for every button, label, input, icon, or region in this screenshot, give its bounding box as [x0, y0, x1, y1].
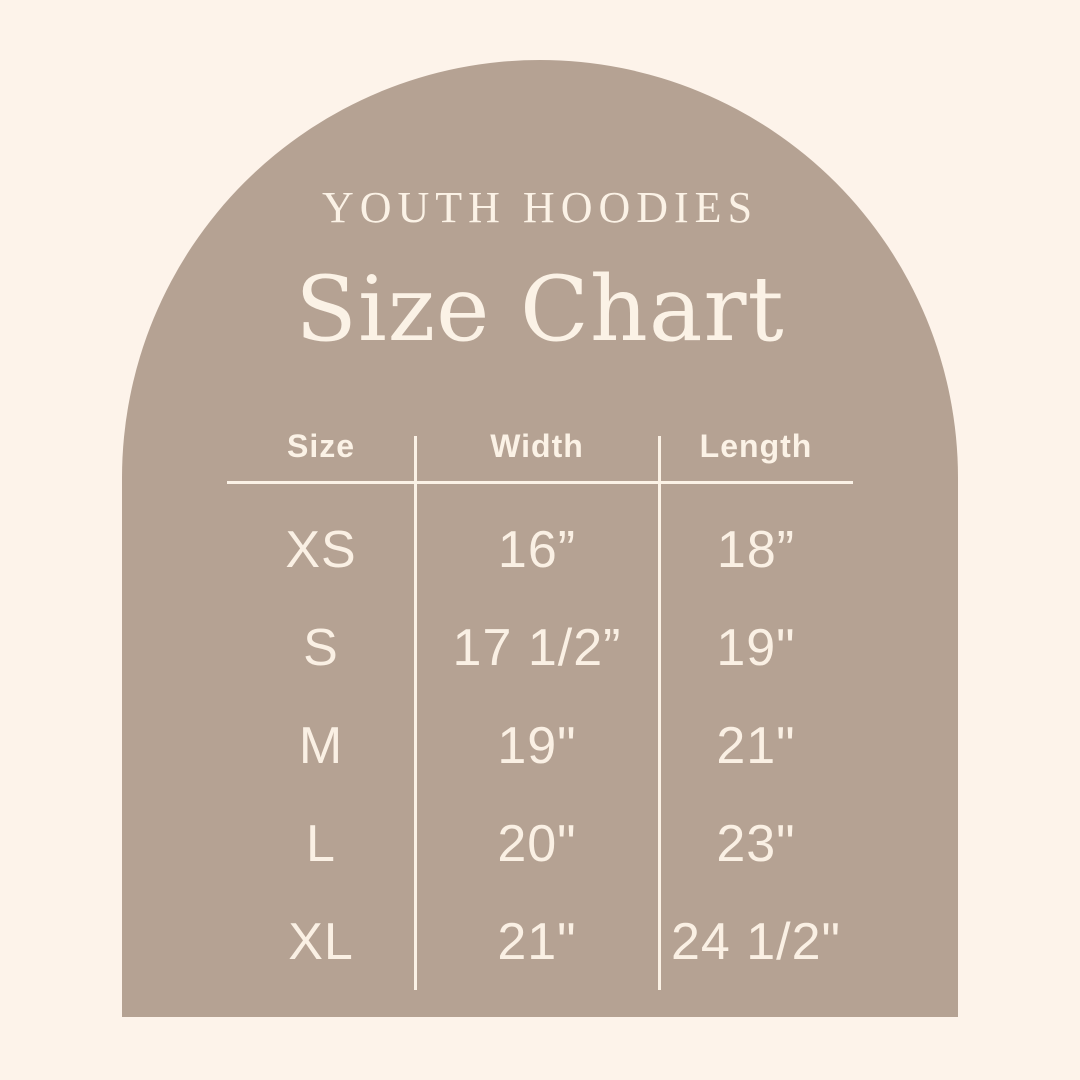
page-title: Size Chart [295, 257, 785, 362]
width-cell: 17 1/2” [452, 619, 622, 677]
table-header-row: Size Width Length [227, 428, 853, 464]
column-header-width: Width [490, 428, 584, 464]
table-row: XS 16” 18” [227, 501, 853, 599]
length-cell: 18” [716, 521, 796, 579]
table-row: S 17 1/2” 19" [227, 599, 853, 697]
length-cell: 21" [716, 717, 796, 775]
size-cell: L [306, 815, 336, 873]
eyebrow-title: YOUTH HOODIES [321, 183, 759, 232]
length-cell: 19" [716, 619, 796, 677]
table-row: M 19" 21" [227, 697, 853, 795]
column-header-length: Length [699, 428, 813, 464]
length-cell: 24 1/2" [670, 913, 842, 971]
size-cell: XL [288, 913, 354, 971]
table-row: L 20" 23" [227, 795, 853, 893]
column-divider-line-1 [414, 436, 417, 990]
column-header-size: Size [286, 428, 356, 464]
size-cell: S [303, 619, 339, 677]
header-divider-line [227, 481, 853, 484]
width-cell: 16” [497, 521, 577, 579]
size-table: XS 16” 18” S 17 1/2” 19" M 19" 21" L 20"… [227, 501, 853, 991]
column-divider-line-2 [658, 436, 661, 990]
table-row: XL 21" 24 1/2" [227, 893, 853, 991]
width-cell: 21" [497, 913, 577, 971]
width-cell: 19" [497, 717, 577, 775]
width-cell: 20" [497, 815, 577, 873]
size-cell: M [298, 717, 344, 775]
size-cell: XS [285, 521, 357, 579]
arch-panel [122, 60, 958, 1017]
length-cell: 23" [716, 815, 796, 873]
